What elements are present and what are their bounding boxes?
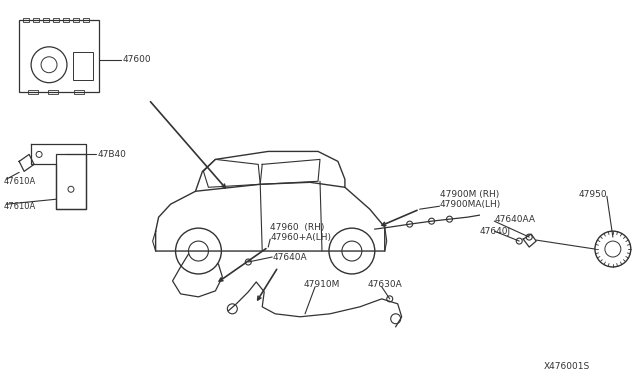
Text: X476001S: X476001S bbox=[544, 362, 590, 371]
Text: 47610A: 47610A bbox=[3, 202, 35, 211]
Bar bbox=[74, 90, 84, 94]
Bar bbox=[73, 52, 93, 80]
Text: 47950: 47950 bbox=[579, 190, 607, 199]
Text: 47610A: 47610A bbox=[3, 177, 35, 186]
Text: 47630A: 47630A bbox=[368, 280, 403, 289]
Text: 47640J: 47640J bbox=[479, 227, 511, 235]
Bar bbox=[19, 20, 99, 92]
Text: 47640AA: 47640AA bbox=[494, 215, 535, 224]
Text: 47640A: 47640A bbox=[272, 253, 307, 262]
Bar bbox=[73, 18, 79, 22]
Bar bbox=[33, 18, 39, 22]
Bar bbox=[63, 18, 69, 22]
Bar bbox=[28, 90, 38, 94]
Bar bbox=[23, 18, 29, 22]
Text: 47B40: 47B40 bbox=[98, 150, 127, 159]
Text: 47900M (RH): 47900M (RH) bbox=[440, 190, 499, 199]
Bar bbox=[83, 18, 89, 22]
Text: 47600: 47600 bbox=[123, 55, 152, 64]
Text: 47960+A(LH): 47960+A(LH) bbox=[270, 232, 331, 241]
Text: 47900MA(LH): 47900MA(LH) bbox=[440, 200, 500, 209]
Bar bbox=[48, 90, 58, 94]
Bar bbox=[53, 18, 59, 22]
Text: 47960  (RH): 47960 (RH) bbox=[270, 222, 324, 232]
Text: 47910M: 47910M bbox=[303, 280, 339, 289]
Bar bbox=[56, 154, 86, 209]
Bar bbox=[43, 18, 49, 22]
